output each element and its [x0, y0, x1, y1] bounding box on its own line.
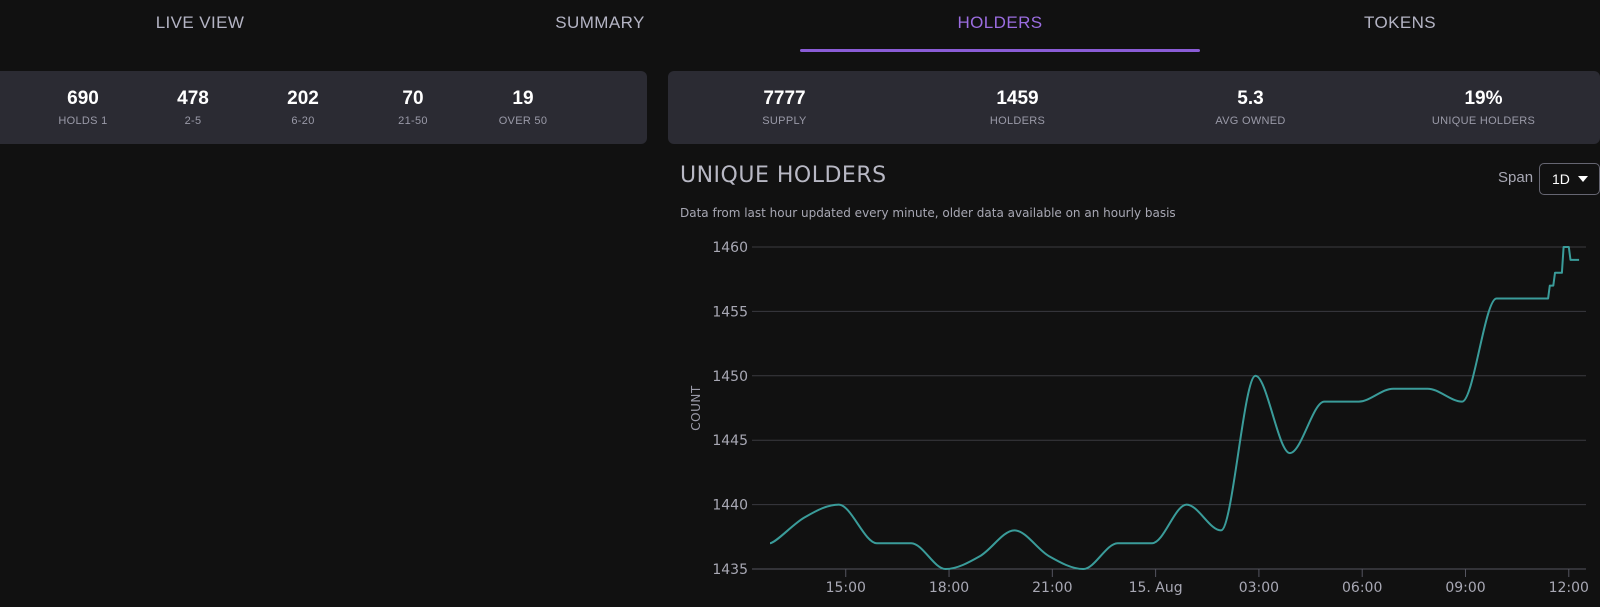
stat-value: 70 — [402, 88, 424, 109]
stat-value: 1459 — [996, 88, 1039, 109]
stat-value: 7777 — [763, 88, 806, 109]
y-axis-label: COUNT — [689, 385, 703, 431]
y-tick-label: 1435 — [712, 562, 748, 578]
x-tick-label: 09:00 — [1445, 580, 1485, 596]
x-tick-label: 06:00 — [1342, 580, 1382, 596]
tab-live-view[interactable]: LIVE VIEW — [155, 13, 245, 32]
stat-holds-1: 690 HOLDS 1 — [28, 88, 138, 127]
stat-holds-6-20: 202 6-20 — [248, 88, 358, 127]
stat-holds-2-5: 478 2-5 — [138, 88, 248, 127]
y-tick-label: 1440 — [712, 498, 748, 514]
tab-tokens[interactable]: TOKENS — [1364, 13, 1436, 32]
stat-supply: 7777 SUPPLY — [668, 88, 901, 127]
tab-bar: LIVE VIEW SUMMARY HOLDERS TOKENS — [0, 0, 1600, 52]
tab-summary[interactable]: SUMMARY — [555, 13, 645, 32]
y-tick-label: 1445 — [712, 433, 748, 449]
tab-holders[interactable]: HOLDERS — [800, 0, 1200, 52]
stat-value: 19 — [512, 88, 534, 109]
caret-down-icon — [1577, 176, 1588, 182]
y-tick-label: 1460 — [712, 240, 748, 256]
collection-summary-card: 7777 SUPPLY 1459 HOLDERS 5.3 AVG OWNED 1… — [668, 71, 1600, 144]
x-tick-label: 21:00 — [1032, 580, 1072, 596]
y-tick-label: 1450 — [712, 369, 748, 385]
stat-value: 5.3 — [1237, 88, 1264, 109]
stat-holders: 1459 HOLDERS — [901, 88, 1134, 127]
span-dropdown[interactable]: 1D — [1539, 163, 1600, 195]
stat-value: 690 — [67, 88, 99, 109]
span-selected-value: 1D — [1552, 171, 1570, 187]
stat-label: SUPPLY — [762, 115, 807, 127]
stat-unique-holders: 19% UNIQUE HOLDERS — [1367, 88, 1600, 127]
stat-value: 202 — [287, 88, 319, 109]
stat-label: AVG OWNED — [1215, 115, 1286, 127]
holders-series-line — [769, 246, 1580, 570]
chart-subtitle: Data from last hour updated every minute… — [680, 206, 1176, 220]
stat-label: 6-20 — [291, 115, 315, 127]
stat-holds-over-50: 19 OVER 50 — [468, 88, 578, 127]
stat-avg-owned: 5.3 AVG OWNED — [1134, 88, 1367, 127]
x-tick-label: 18:00 — [929, 580, 969, 596]
stat-holds-21-50: 70 21-50 — [358, 88, 468, 127]
span-label: Span — [1498, 169, 1534, 186]
x-tick-label: 12:00 — [1549, 580, 1589, 596]
stat-value: 19% — [1464, 88, 1503, 109]
stat-value: 478 — [177, 88, 209, 109]
y-tick-label: 1455 — [712, 304, 748, 320]
stat-label: 2-5 — [184, 115, 202, 127]
stat-label: OVER 50 — [498, 115, 548, 127]
chart-title: UNIQUE HOLDERS — [680, 163, 887, 188]
stat-label: HOLDERS — [989, 115, 1046, 127]
x-tick-label: 03:00 — [1239, 580, 1279, 596]
holder-distribution-card: 690 HOLDS 1 478 2-5 202 6-20 70 21-50 19… — [0, 71, 647, 144]
stat-label: 21-50 — [398, 115, 428, 127]
x-tick-label: 15. Aug — [1129, 580, 1183, 596]
stat-label: UNIQUE HOLDERS — [1431, 115, 1536, 127]
stat-label: HOLDS 1 — [58, 115, 108, 127]
x-tick-label: 15:00 — [826, 580, 866, 596]
